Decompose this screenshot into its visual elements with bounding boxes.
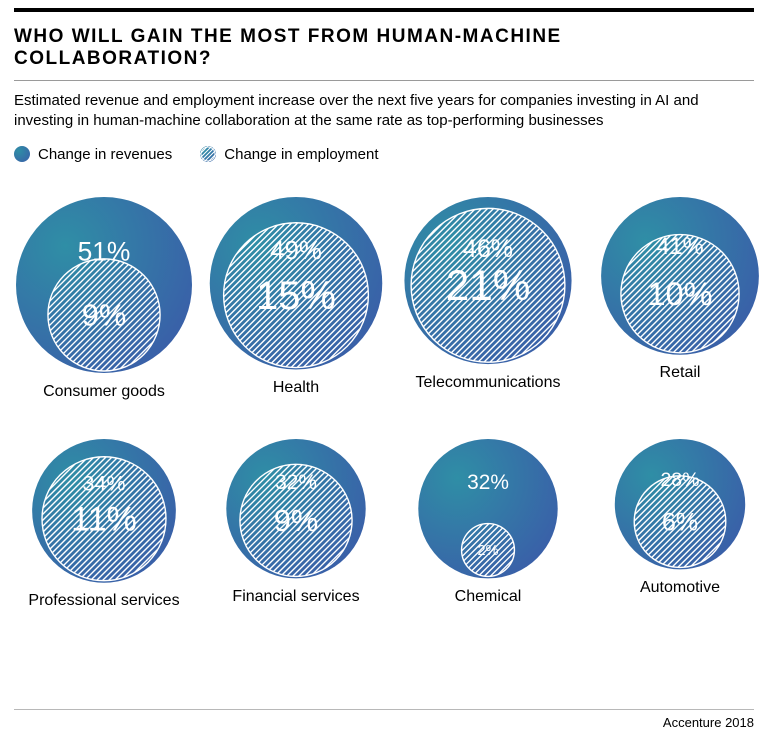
bubble-cell: 46% 21% Telecommunications [398, 195, 578, 401]
revenue-value: 41% [656, 233, 703, 259]
legend-employment: Change in employment [200, 146, 378, 163]
footer-rule [14, 709, 754, 710]
category-label: Financial services [232, 588, 359, 606]
bubble-svg: 34% 11% [14, 437, 194, 585]
revenue-value: 32% [467, 471, 509, 494]
bubble-svg: 41% 10% [590, 195, 768, 357]
revenue-value: 34% [82, 470, 125, 495]
bubble-cell: 32% 9% Financial services [206, 437, 386, 611]
bubble-cell: 41% 10% Retail [590, 195, 768, 401]
swatch-solid-icon [14, 146, 30, 162]
bubble-cell: 51% 9% Consumer goods [14, 195, 194, 401]
employment-value: 21% [446, 262, 531, 309]
legend-revenue: Change in revenues [14, 146, 172, 163]
category-label: Retail [660, 364, 701, 382]
bubble-cell: 32% 2% Chemical [398, 437, 578, 611]
chart-subtitle: Estimated revenue and employment increas… [14, 81, 754, 146]
revenue-circle [615, 439, 745, 569]
employment-value: 2% [478, 543, 499, 559]
employment-value: 9% [82, 297, 127, 332]
category-label: Telecommunications [416, 374, 561, 392]
bubble-svg: 28% 6% [590, 437, 768, 571]
revenue-circle [16, 197, 192, 373]
revenue-value: 46% [463, 235, 513, 263]
source-credit: Accenture 2018 [663, 715, 754, 730]
revenue-value: 49% [270, 237, 322, 265]
revenue-value: 51% [78, 236, 131, 266]
employment-value: 11% [71, 500, 137, 538]
employment-value: 9% [274, 503, 319, 538]
revenue-value: 28% [660, 468, 699, 490]
bubble-grid: 51% 9% Consumer goods 49% 15% Health [14, 181, 754, 611]
employment-value: 10% [647, 276, 712, 312]
legend-employment-label: Change in employment [224, 146, 378, 163]
swatch-hatch-icon [200, 146, 216, 162]
category-label: Automotive [640, 579, 720, 597]
revenue-value: 32% [275, 471, 317, 494]
category-label: Professional services [28, 592, 179, 610]
bubble-cell: 34% 11% Professional services [14, 437, 194, 611]
employment-value: 6% [662, 508, 698, 536]
bubble-svg: 51% 9% [14, 195, 194, 375]
bubble-cell: 28% 6% Automotive [590, 437, 768, 611]
legend: Change in revenues Change in employment [14, 146, 754, 181]
bubble-cell: 49% 15% Health [206, 195, 386, 401]
category-label: Chemical [455, 588, 522, 606]
chart-title: WHO WILL GAIN THE MOST FROM HUMAN-MACHIN… [14, 12, 754, 80]
bubble-svg: 49% 15% [206, 195, 386, 372]
category-label: Consumer goods [43, 383, 165, 401]
bubble-svg: 46% 21% [398, 195, 578, 366]
bubble-svg: 32% 9% [206, 437, 386, 580]
bubble-svg: 32% 2% [398, 437, 578, 580]
employment-value: 15% [256, 274, 336, 318]
legend-revenue-label: Change in revenues [38, 146, 172, 163]
category-label: Health [273, 379, 319, 397]
